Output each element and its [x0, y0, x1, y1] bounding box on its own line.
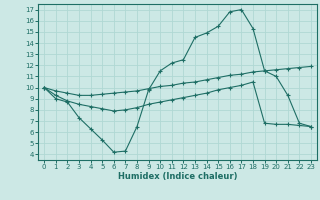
X-axis label: Humidex (Indice chaleur): Humidex (Indice chaleur): [118, 172, 237, 181]
